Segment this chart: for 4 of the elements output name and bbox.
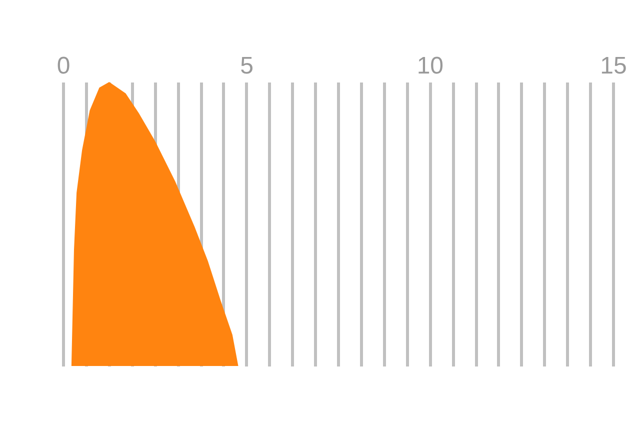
x-tick-label: 0 [56, 52, 70, 80]
x-tick-label: 15 [600, 52, 627, 80]
x-tick-label: 5 [240, 52, 254, 80]
x-tick-label: 10 [416, 52, 444, 80]
